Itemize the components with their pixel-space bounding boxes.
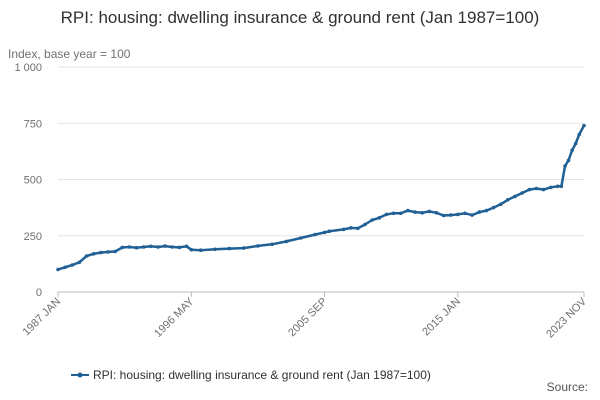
- data-point: [84, 254, 89, 258]
- data-point: [156, 245, 160, 249]
- data-point: [527, 187, 532, 192]
- gridlines: [58, 66, 584, 293]
- y-tick-label: 500: [24, 175, 42, 187]
- data-point: [513, 194, 517, 199]
- data-point: [349, 226, 353, 230]
- data-point: [356, 226, 360, 231]
- data-point: [434, 211, 439, 215]
- x-tick-label: 2023 NOV: [544, 295, 589, 340]
- x-tick-label: 2005 SEP: [286, 296, 330, 340]
- y-tick-label: 1 000: [14, 62, 42, 74]
- x-tick-label: 2015 JAN: [420, 296, 463, 339]
- data-point: [134, 245, 139, 250]
- data-point: [520, 191, 524, 195]
- data-point: [370, 218, 375, 222]
- x-tick-label: 1996 MAY: [152, 295, 197, 340]
- data-point: [227, 246, 232, 251]
- data-point: [441, 213, 446, 218]
- data-point: [113, 249, 117, 254]
- data-point: [91, 252, 96, 256]
- data-point: [573, 141, 578, 146]
- data-point: [534, 186, 539, 191]
- data-point: [448, 213, 453, 217]
- data-point: [577, 132, 581, 137]
- data-point: [77, 260, 82, 265]
- y-tick-label: 0: [36, 287, 42, 299]
- data-point: [377, 216, 382, 220]
- data-point: [99, 250, 103, 255]
- data-point: [559, 184, 564, 189]
- data-point: [391, 211, 396, 216]
- data-point: [582, 123, 586, 128]
- data-point: [566, 158, 571, 163]
- data-point: [541, 187, 546, 192]
- data-point: [177, 245, 182, 250]
- data-point: [322, 230, 327, 235]
- legend-label: RPI: housing: dwelling insurance & groun…: [93, 368, 431, 382]
- data-point: [463, 211, 467, 216]
- data-point: [484, 208, 489, 213]
- chart-title: RPI: housing: dwelling insurance & groun…: [60, 8, 540, 27]
- data-point: [563, 164, 567, 168]
- data-point: [163, 244, 167, 248]
- data-point: [313, 232, 317, 237]
- data-point: [548, 185, 553, 190]
- y-tick-label: 250: [24, 231, 42, 243]
- x-tick-label: 1987 JAN: [20, 296, 63, 339]
- data-point: [506, 198, 510, 202]
- data-point: [127, 245, 132, 249]
- data-point: [477, 210, 482, 214]
- data-point: [413, 210, 417, 214]
- legend-swatch-dot: [77, 372, 83, 378]
- data-point: [570, 148, 574, 153]
- y-tick-label: 750: [24, 118, 42, 130]
- data-point: [427, 209, 432, 214]
- data-point: [456, 212, 460, 217]
- data-point: [363, 222, 367, 227]
- data-point: [63, 265, 67, 270]
- data-point: [406, 208, 410, 213]
- y-axis-label: Index, base year = 100: [8, 47, 131, 61]
- data-point: [299, 236, 303, 240]
- data-point: [270, 242, 275, 247]
- data-point: [556, 184, 560, 189]
- data-point: [384, 212, 389, 217]
- data-point: [470, 213, 474, 217]
- data-point: [213, 247, 217, 252]
- data-point: [420, 211, 425, 215]
- data-point: [241, 246, 246, 250]
- data-point: [170, 245, 174, 249]
- data-point: [491, 205, 496, 210]
- data-point: [341, 227, 346, 232]
- data-point: [498, 202, 503, 207]
- x-ticks: 1987 JAN 1996 MAY 2005 SEP 2015 JAN 2023 NOV: [20, 292, 590, 340]
- y-ticks: 0 250 500 750 1 000: [14, 62, 42, 299]
- data-point: [120, 245, 125, 250]
- data-point: [284, 239, 289, 244]
- series-group: [56, 123, 586, 272]
- data-point: [184, 244, 189, 249]
- legend: RPI: housing: dwelling insurance & groun…: [71, 368, 431, 382]
- data-point: [256, 244, 260, 248]
- data-point: [327, 229, 332, 234]
- data-point: [56, 267, 60, 272]
- source-label: Source:: [546, 380, 588, 394]
- data-point: [189, 247, 194, 252]
- data-point: [149, 244, 153, 249]
- data-point: [398, 211, 403, 216]
- data-point: [70, 263, 75, 267]
- data-point: [141, 245, 146, 249]
- data-point: [106, 250, 110, 254]
- data-point: [199, 248, 203, 252]
